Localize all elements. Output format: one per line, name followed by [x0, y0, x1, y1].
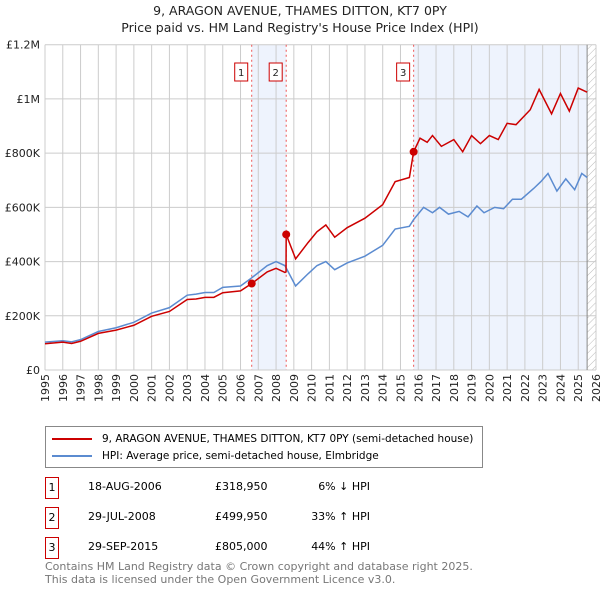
x-tick-label: 2007 — [252, 374, 265, 402]
y-tick-label: £600K — [5, 201, 41, 214]
sale-point — [282, 230, 291, 239]
legend-label: 9, ARAGON AVENUE, THAMES DITTON, KT7 0PY… — [102, 433, 474, 445]
sale-price: £318,950 — [215, 480, 268, 493]
sale-point — [409, 147, 418, 156]
x-tick-label: 2023 — [537, 374, 550, 402]
footer: Contains HM Land Registry data © Crown c… — [45, 560, 473, 586]
sale-marker-badge: 2 — [45, 507, 59, 529]
y-tick-label: £400K — [5, 256, 41, 269]
x-tick-label: 2004 — [199, 374, 212, 402]
x-tick-label: 1997 — [75, 374, 88, 402]
sale-hpi-diff: 33% ↑ HPI — [311, 510, 370, 523]
x-tick-label: 1996 — [57, 374, 70, 402]
x-tick-label: 2001 — [146, 374, 159, 402]
sale-label: 3 — [400, 68, 406, 79]
series-line — [44, 172, 588, 343]
x-tick-label: 2009 — [288, 374, 301, 402]
x-tick-label: 2022 — [519, 374, 532, 402]
x-tick-label: 2003 — [181, 374, 194, 402]
x-tick-label: 2000 — [128, 374, 141, 402]
sale-row: 3 29-SEP-2015 £805,000 44% ↑ HPI — [45, 537, 465, 559]
sale-price: £499,950 — [215, 510, 268, 523]
x-tick-label: 2012 — [341, 374, 354, 402]
y-tick-label: £200K — [5, 310, 41, 323]
y-tick-label: £0 — [26, 364, 40, 377]
sale-date: 29-JUL-2008 — [88, 510, 156, 523]
x-tick-label: 2015 — [394, 374, 407, 402]
x-tick-label: 2019 — [466, 374, 479, 402]
sale-row: 1 18-AUG-2006 £318,950 6% ↓ HPI — [45, 477, 465, 499]
legend-swatch-blue — [52, 455, 92, 457]
sale-date: 18-AUG-2006 — [88, 480, 162, 493]
x-tick-label: 2005 — [217, 374, 230, 402]
x-tick-label: 2026 — [590, 374, 600, 402]
x-tick-label: 2016 — [412, 374, 425, 402]
legend-item-property: 9, ARAGON AVENUE, THAMES DITTON, KT7 0PY… — [52, 432, 473, 446]
chart-subtitle: Price paid vs. HM Land Registry's House … — [121, 20, 479, 35]
sale-label-box — [396, 62, 411, 82]
x-tick-label: 2006 — [235, 374, 248, 402]
x-tick-label: 2018 — [448, 374, 461, 402]
x-tick-label: 2014 — [377, 374, 390, 402]
footer-line: Contains HM Land Registry data © Crown c… — [45, 560, 473, 573]
y-tick-label: £1.2M — [6, 39, 40, 52]
sale-label-box — [234, 62, 249, 82]
x-tick-label: 2020 — [483, 374, 496, 402]
x-tick-label: 1999 — [110, 374, 123, 402]
sale-point — [247, 279, 256, 288]
x-tick-label: 2011 — [323, 374, 336, 402]
sale-price: £805,000 — [215, 540, 268, 553]
chart-title: 9, ARAGON AVENUE, THAMES DITTON, KT7 0PY — [153, 3, 447, 18]
x-tick-label: 2002 — [163, 374, 176, 402]
x-tick-label: 2010 — [306, 374, 319, 402]
sale-date: 29-SEP-2015 — [88, 540, 159, 553]
sale-label: 2 — [273, 68, 279, 79]
legend-swatch-red — [52, 438, 92, 440]
legend-item-hpi: HPI: Average price, semi-detached house,… — [52, 449, 379, 463]
x-tick-label: 2017 — [430, 374, 443, 402]
footer-line: This data is licensed under the Open Gov… — [45, 573, 396, 586]
x-tick-label: 2021 — [501, 374, 514, 402]
x-tick-label: 1998 — [92, 374, 105, 402]
x-tick-label: 2024 — [554, 374, 567, 402]
sale-hpi-diff: 44% ↑ HPI — [311, 540, 370, 553]
sale-hpi-diff: 6% ↓ HPI — [318, 480, 370, 493]
price-chart: 1995 1996 1997 1998 1999 2000 2001 2002 2003 2004… — [5, 39, 600, 402]
y-tick-label: £800K — [5, 147, 41, 160]
x-tick-label: 2008 — [270, 374, 283, 402]
sale-marker-badge: 3 — [45, 537, 59, 559]
legend-label: HPI: Average price, semi-detached house,… — [102, 450, 379, 462]
sale-row: 2 29-JUL-2008 £499,950 33% ↑ HPI — [45, 507, 465, 529]
sale-label: 1 — [238, 68, 244, 79]
x-tick-label: 2013 — [359, 374, 372, 402]
x-tick-label: 2025 — [572, 374, 585, 402]
x-tick-label: 1995 — [39, 374, 52, 402]
legend: 9, ARAGON AVENUE, THAMES DITTON, KT7 0PY… — [45, 426, 483, 468]
series-line — [44, 87, 588, 345]
y-tick-label: £1M — [17, 93, 41, 106]
sale-marker-badge: 1 — [45, 477, 59, 499]
sale-label-box — [268, 62, 283, 82]
